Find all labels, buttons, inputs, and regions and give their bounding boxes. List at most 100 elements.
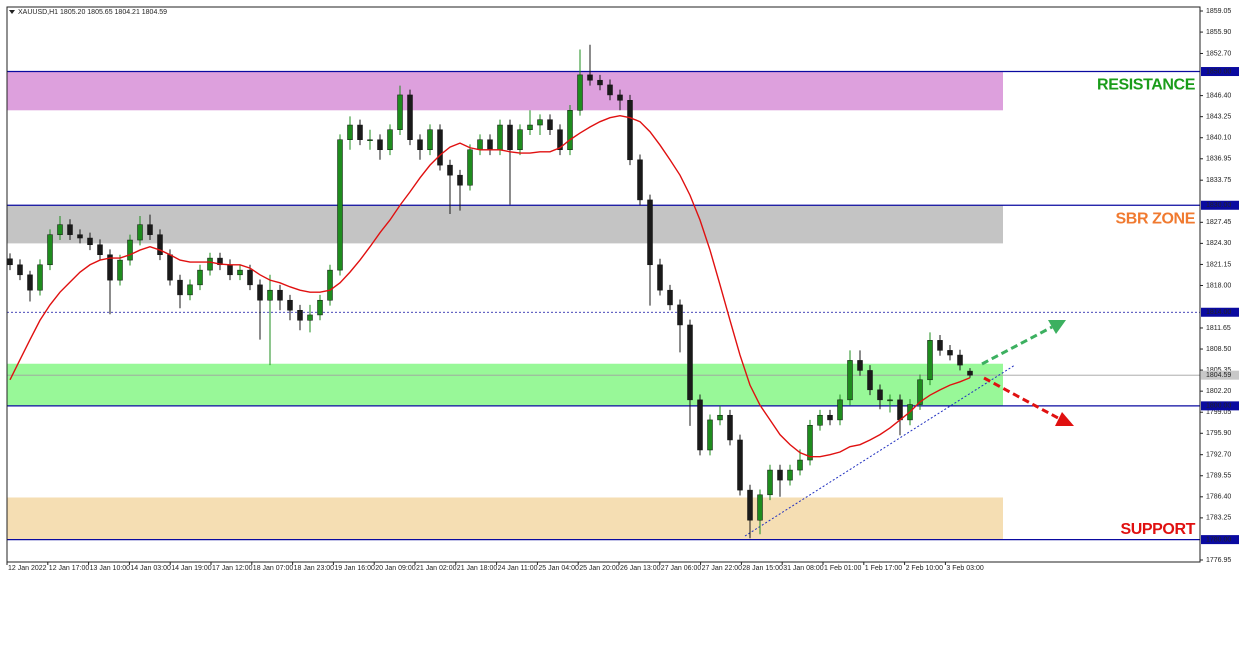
- x-tick-label: 31 Jan 08:00: [783, 565, 824, 572]
- candle-body: [37, 264, 43, 291]
- candle-body: [687, 324, 693, 401]
- zones: [7, 71, 1003, 540]
- candle-body: [967, 370, 973, 376]
- candle-body: [77, 234, 83, 239]
- candle-body: [897, 399, 903, 421]
- zone: [7, 71, 1003, 111]
- x-tick-label: 19 Jan 16:00: [334, 565, 375, 572]
- y-tick-label: 1852.70: [1206, 50, 1231, 57]
- candle-body: [757, 494, 763, 521]
- candle-body: [497, 124, 503, 151]
- candle-body: [917, 379, 923, 405]
- price-tag: [1201, 200, 1239, 210]
- x-tick-label: 24 Jan 11:00: [498, 565, 538, 572]
- candle-body: [307, 314, 313, 321]
- candle-body: [127, 239, 133, 261]
- candle-body: [817, 414, 823, 426]
- candle-body: [157, 234, 163, 255]
- candle-body: [257, 284, 263, 301]
- candle-body: [237, 269, 243, 276]
- candle-body: [617, 94, 623, 101]
- candle-body: [377, 139, 383, 151]
- price-tag: [1201, 307, 1239, 317]
- overlay: RESISTANCE SBR ZONE SUPPORT: [1097, 77, 1196, 538]
- candle-body: [197, 269, 203, 286]
- x-tick-label: 2 Feb 10:00: [906, 565, 943, 572]
- x-tick-label: 18 Jan 07:00: [253, 565, 294, 572]
- candle-body: [17, 264, 23, 276]
- candle-body: [247, 269, 253, 286]
- trend-line: [744, 364, 1016, 537]
- y-tick-label: 1795.90: [1206, 430, 1231, 437]
- candle-body: [117, 259, 123, 281]
- y-tick-label: 1821.15: [1206, 261, 1231, 268]
- candle-body: [147, 224, 153, 235]
- candle-body: [187, 284, 193, 296]
- candle-body: [577, 74, 583, 111]
- candle-body: [407, 94, 413, 140]
- candle-body: [27, 274, 33, 291]
- y-tick-label: 1824.30: [1206, 240, 1231, 247]
- candle-body: [207, 257, 213, 271]
- y-tick-label: 1786.40: [1206, 494, 1231, 501]
- price-axis: 1859.05 1855.90 1852.70 1846.40 1843.25 1840.…: [6, 8, 1239, 572]
- candle-body: [177, 279, 183, 296]
- x-tick-label: 27 Jan 06:00: [661, 565, 702, 572]
- y-tick-label: 1836.95: [1206, 156, 1231, 163]
- candle-body: [327, 269, 333, 301]
- candle-body: [557, 129, 563, 151]
- zone: [7, 363, 1003, 406]
- candle-body: [727, 414, 733, 441]
- candle-body: [107, 254, 113, 281]
- price-tag-label: 1804.59: [1206, 372, 1231, 379]
- candle-body: [797, 459, 803, 471]
- zone: [7, 497, 1003, 540]
- x-tick-label: 14 Jan 19:00: [171, 565, 212, 572]
- candle-body: [467, 149, 473, 186]
- x-tick-label: 3 Feb 03:00: [946, 565, 983, 572]
- candle-body: [287, 299, 293, 311]
- price-tag-label: 1830.00: [1206, 202, 1231, 209]
- header-icon: [9, 10, 15, 14]
- price-tag-label: 1850.00: [1206, 68, 1231, 75]
- candle-body: [437, 129, 443, 166]
- candle-body: [607, 84, 613, 96]
- candle-body: [227, 264, 233, 276]
- candle-body: [737, 439, 743, 491]
- x-tick-label: 12 Jan 17:00: [49, 565, 90, 572]
- candle-body: [447, 164, 453, 176]
- candle-body: [657, 264, 663, 291]
- candle-body: [487, 139, 493, 151]
- candle-body: [167, 254, 173, 281]
- y-tick-label: 1789.55: [1206, 473, 1231, 480]
- price-tag-label: 1800.00: [1206, 403, 1231, 410]
- y-tick-label: 1833.75: [1206, 177, 1231, 184]
- candle-body: [717, 414, 723, 421]
- candle-body: [417, 139, 423, 151]
- candle-body: [847, 360, 853, 401]
- price-tag: [1201, 67, 1239, 77]
- x-tick-label: 17 Jan 12:00: [212, 565, 253, 572]
- symbol: XAUUSD,H1: [18, 9, 58, 16]
- candle-body: [827, 414, 833, 421]
- candle-body: [597, 79, 603, 86]
- candle-body: [457, 174, 463, 186]
- candle-body: [567, 110, 573, 151]
- candle-body: [87, 237, 93, 245]
- y-tick-label: 1792.70: [1206, 452, 1231, 459]
- candle-body: [807, 425, 813, 461]
- candle-body: [367, 139, 373, 141]
- y-tick-label: 1799.05: [1206, 409, 1231, 416]
- candle-body: [707, 419, 713, 451]
- x-tick-label: 21 Jan 02:00: [416, 565, 457, 572]
- y-tick-label: 1802.20: [1206, 388, 1231, 395]
- candle-body: [267, 289, 273, 301]
- candle-body: [477, 139, 483, 151]
- zone-label: SUPPORT: [1120, 521, 1195, 538]
- candle-body: [97, 244, 103, 255]
- x-tick-label: 27 Jan 22:00: [702, 565, 743, 572]
- candle-body: [677, 304, 683, 326]
- moving-average: [9, 114, 971, 458]
- candle-body: [517, 129, 523, 151]
